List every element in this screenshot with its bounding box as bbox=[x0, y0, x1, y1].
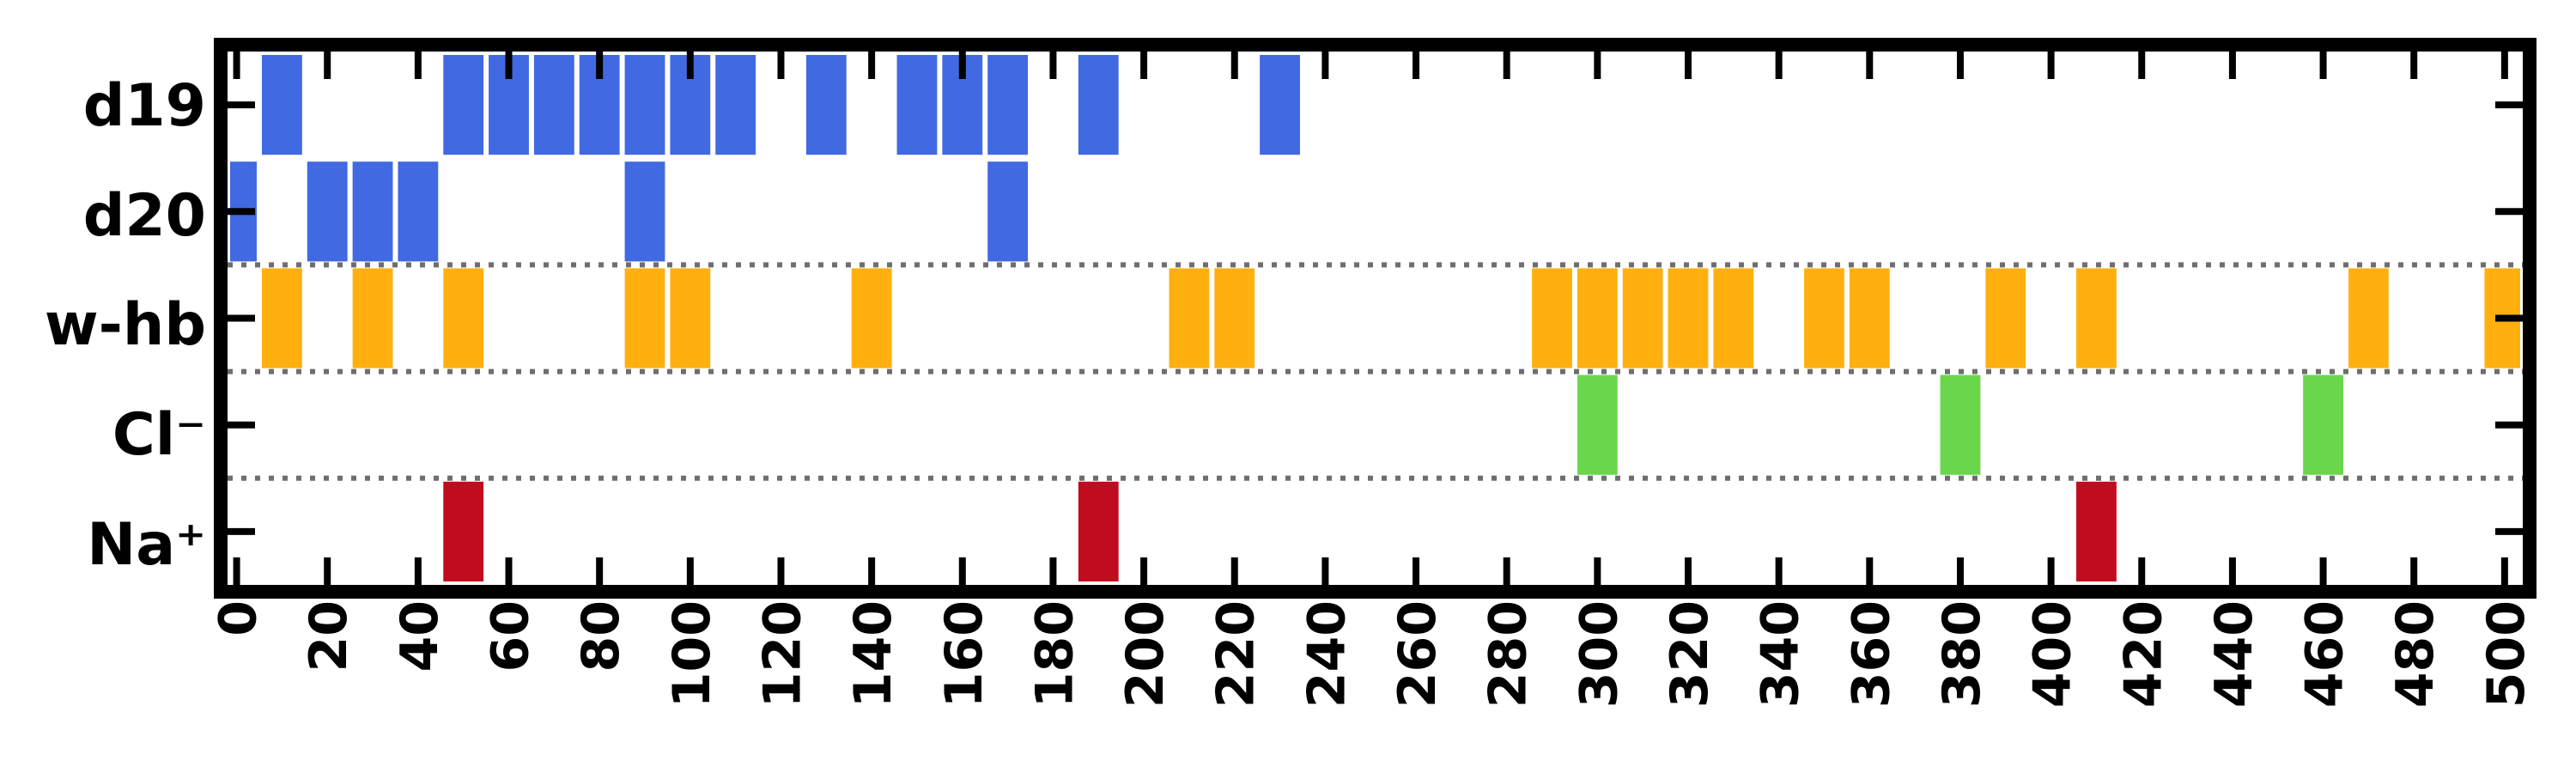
event-bar-0-7 bbox=[715, 55, 756, 155]
event-bar-3-2 bbox=[2303, 374, 2343, 475]
x-tick-label-19: 380 bbox=[1932, 600, 1992, 708]
x-tick-label-5: 100 bbox=[662, 600, 722, 708]
x-tick-labels: 0 20 40 60 80 100 120 140 160 180 200 220 240 260 280 3… bbox=[209, 600, 2537, 708]
event-bar-1-4 bbox=[624, 161, 665, 262]
event-bar-2-12 bbox=[1713, 268, 1754, 368]
event-bar-2-11 bbox=[1668, 268, 1709, 368]
event-bar-2-16 bbox=[2076, 268, 2117, 368]
event-bar-1-5 bbox=[987, 161, 1029, 262]
row-separators bbox=[228, 262, 2523, 481]
x-tick-label-17: 340 bbox=[1751, 600, 1811, 708]
x-tick-label-6: 120 bbox=[752, 600, 812, 708]
event-bar-0-5 bbox=[624, 55, 665, 155]
x-tick-label-16: 320 bbox=[1660, 600, 1720, 708]
x-tick-label-4: 80 bbox=[571, 600, 631, 673]
event-bar-2-17 bbox=[2348, 268, 2389, 368]
x-tick-label-13: 260 bbox=[1388, 600, 1448, 708]
row-label-cl: Cl⁻ bbox=[112, 401, 206, 469]
event-bar-2-0 bbox=[261, 268, 302, 368]
event-bar-2-2 bbox=[443, 268, 484, 368]
event-bar-4-0 bbox=[443, 481, 484, 581]
event-bar-0-8 bbox=[805, 55, 847, 155]
row-label-na: Na⁺ bbox=[87, 511, 206, 579]
x-tick-label-12: 240 bbox=[1297, 600, 1357, 708]
event-bar-0-12 bbox=[1078, 55, 1119, 155]
x-tick-label-7: 140 bbox=[843, 600, 903, 708]
x-tick-label-1: 20 bbox=[299, 600, 359, 673]
event-bar-0-3 bbox=[533, 55, 574, 155]
event-bar-2-13 bbox=[1804, 268, 1844, 368]
event-bar-1-1 bbox=[307, 161, 348, 262]
x-tick-label-11: 220 bbox=[1206, 600, 1267, 708]
event-bar-2-8 bbox=[1532, 268, 1572, 368]
x-tick-label-2: 40 bbox=[390, 600, 450, 673]
event-bar-2-6 bbox=[1169, 268, 1210, 368]
x-tick-label-15: 300 bbox=[1569, 600, 1629, 708]
event-bar-1-3 bbox=[398, 161, 439, 262]
x-tick-label-23: 460 bbox=[2295, 600, 2355, 708]
event-bar-2-5 bbox=[851, 268, 892, 368]
event-bar-1-2 bbox=[352, 161, 393, 262]
event-bar-4-2 bbox=[2076, 481, 2117, 581]
event-bars bbox=[230, 55, 2520, 581]
event-bar-2-4 bbox=[670, 268, 711, 368]
row-label-d19: d19 bbox=[83, 72, 206, 140]
event-bar-0-0 bbox=[261, 55, 302, 155]
row-label-d20: d20 bbox=[83, 182, 206, 250]
event-bar-0-11 bbox=[987, 55, 1029, 155]
x-tick-label-22: 440 bbox=[2204, 600, 2264, 708]
event-bar-0-13 bbox=[1260, 55, 1300, 155]
event-bar-2-7 bbox=[1214, 268, 1255, 368]
tick-marks bbox=[228, 52, 2523, 585]
event-bar-2-15 bbox=[1985, 268, 2026, 368]
event-bar-0-1 bbox=[443, 55, 484, 155]
x-tick-label-21: 420 bbox=[2113, 600, 2173, 708]
x-tick-label-20: 400 bbox=[2023, 600, 2083, 708]
event-bar-2-1 bbox=[352, 268, 393, 368]
row-labels: d19 d20 w-hb Cl⁻ Na⁺ bbox=[45, 72, 206, 579]
x-tick-label-25: 500 bbox=[2476, 600, 2537, 708]
x-tick-label-10: 200 bbox=[1115, 600, 1176, 708]
x-tick-label-18: 360 bbox=[1841, 600, 1901, 708]
event-bar-2-3 bbox=[624, 268, 665, 368]
event-bar-2-10 bbox=[1622, 268, 1663, 368]
x-tick-label-8: 160 bbox=[934, 600, 994, 708]
x-tick-label-14: 280 bbox=[1479, 600, 1539, 708]
row-label-w-hb: w-hb bbox=[45, 291, 206, 359]
event-bar-3-0 bbox=[1577, 374, 1618, 475]
x-tick-label-0: 0 bbox=[209, 600, 269, 636]
x-tick-label-24: 480 bbox=[2385, 600, 2445, 708]
event-bar-4-1 bbox=[1078, 481, 1119, 581]
event-bar-2-14 bbox=[1849, 268, 1890, 368]
x-tick-label-3: 60 bbox=[481, 600, 541, 673]
x-tick-label-9: 180 bbox=[1024, 600, 1084, 708]
event-bar-0-9 bbox=[896, 55, 938, 155]
plot-frame bbox=[214, 38, 2537, 599]
event-bar-2-9 bbox=[1577, 268, 1618, 368]
event-bar-3-1 bbox=[1940, 374, 1981, 475]
